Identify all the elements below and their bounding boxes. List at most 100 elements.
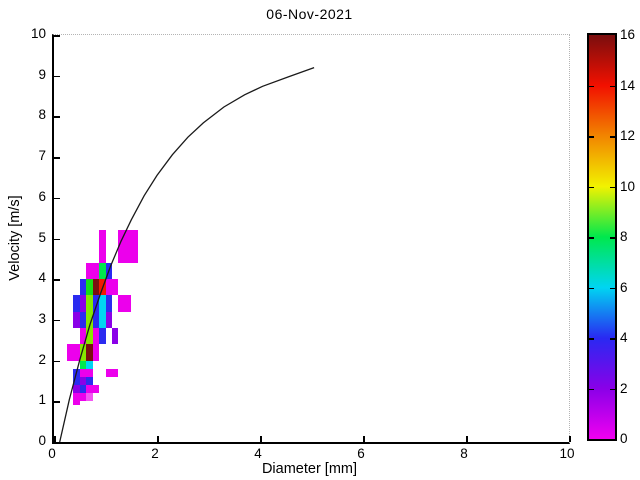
- heatmap-cell: [66, 344, 80, 361]
- heatmap-cell: [86, 376, 93, 385]
- y-tick-mark: [54, 35, 60, 37]
- x-tick-mark: [466, 436, 468, 442]
- colorbar-tick-label: 8: [620, 229, 628, 244]
- heatmap-cell: [86, 295, 93, 312]
- heatmap-cell: [73, 376, 80, 385]
- heatmap-cell: [86, 311, 93, 329]
- heatmap-cell: [73, 401, 80, 406]
- y-tick-label: 4: [38, 270, 46, 286]
- y-tick-mark: [54, 401, 60, 403]
- colorbar-tick-mark: [610, 338, 615, 340]
- x-tick-label: 4: [254, 446, 262, 461]
- heatmap-cell: [92, 295, 100, 312]
- heatmap-cell: [79, 376, 87, 385]
- heatmap-cell: [79, 328, 87, 345]
- colorbar-tick-label: 2: [620, 380, 628, 396]
- colorbar-tick-label: 10: [620, 178, 636, 194]
- heatmap-cell: [92, 279, 100, 296]
- colorbar-tick-label: 0: [620, 431, 628, 446]
- colorbar: [587, 33, 617, 441]
- x-tick-label: 2: [151, 446, 159, 461]
- heatmap-cell: [99, 311, 106, 329]
- colorbar-tick-mark: [610, 136, 615, 138]
- colorbar-tick-label: 14: [620, 77, 636, 93]
- y-tick-mark: [54, 238, 60, 240]
- colorbar-tick-mark: [610, 237, 615, 239]
- x-tick-mark: [157, 436, 159, 442]
- x-tick-mark: [260, 436, 262, 442]
- y-tick-label: 0: [38, 433, 46, 448]
- heatmap-cell: [73, 295, 80, 312]
- colorbar-tick-mark: [610, 388, 615, 390]
- plot-area: [52, 34, 571, 444]
- curve-line: [59, 66, 315, 443]
- heatmap-cell: [105, 279, 119, 296]
- heatmap-cell: [105, 295, 112, 312]
- y-tick-mark: [54, 157, 60, 159]
- heatmap-cell: [105, 368, 119, 377]
- heatmap-cell: [92, 311, 100, 329]
- colorbar-tick-mark: [610, 85, 615, 87]
- terminal-velocity-curve: [59, 66, 315, 443]
- colorbar-tick-mark: [589, 136, 594, 138]
- colorbar-tick-mark: [589, 186, 594, 188]
- heatmap-cell: [99, 295, 106, 312]
- y-tick-label: 1: [38, 392, 46, 408]
- heatmap-cell: [79, 385, 87, 394]
- heatmap-cell: [79, 311, 87, 329]
- heatmap-cell: [99, 230, 106, 263]
- x-tick-label: 6: [357, 446, 365, 461]
- x-tick-label: 0: [48, 446, 56, 461]
- colorbar-tick-mark: [589, 237, 594, 239]
- heatmap-cell: [86, 279, 93, 296]
- y-tick-label: 8: [38, 107, 46, 123]
- heatmap-cell: [79, 360, 87, 369]
- colorbar-tick-label: 16: [620, 27, 636, 42]
- x-tick-mark: [569, 436, 571, 442]
- y-tick-label: 5: [38, 229, 46, 245]
- y-tick-label: 7: [38, 148, 46, 164]
- heatmap-cell: [86, 262, 100, 280]
- heatmap-cell: [79, 368, 93, 377]
- colorbar-tick-label: 4: [620, 330, 628, 345]
- colorbar-tick-mark: [589, 85, 594, 87]
- y-tick-label: 3: [38, 310, 46, 326]
- x-tick-label: 10: [559, 446, 575, 461]
- y-tick-label: 9: [38, 66, 46, 82]
- colorbar-tick-mark: [589, 388, 594, 390]
- heatmap-cell: [79, 279, 87, 296]
- heatmap-cell: [73, 311, 80, 329]
- y-tick-mark: [54, 319, 60, 322]
- heatmap-cell: [79, 344, 87, 361]
- y-tick-mark: [54, 279, 60, 281]
- heatmap-cell: [86, 385, 100, 394]
- y-tick-mark: [54, 116, 60, 118]
- y-tick-mark: [54, 197, 60, 200]
- chart-title: 06-Nov-2021: [266, 6, 353, 22]
- x-tick-mark: [54, 436, 56, 442]
- heatmap-cell: [86, 393, 93, 402]
- x-tick-mark: [363, 436, 365, 442]
- colorbar-tick-mark: [610, 287, 615, 289]
- heatmap-cell: [118, 230, 138, 263]
- heatmap-cell: [79, 295, 87, 312]
- y-axis-label: Velocity [m/s]: [7, 195, 23, 281]
- colorbar-tick-mark: [610, 186, 615, 188]
- colorbar-tick-mark: [589, 338, 594, 340]
- colorbar-tick-label: 6: [620, 279, 628, 295]
- heatmap-cell: [86, 360, 93, 369]
- colorbar-tick-mark: [589, 287, 594, 289]
- heatmap-cell: [86, 344, 93, 361]
- y-tick-mark: [54, 75, 60, 78]
- heatmap-cell: [111, 328, 119, 345]
- colorbar-tick-label: 12: [620, 128, 636, 143]
- y-tick-label: 10: [30, 26, 46, 41]
- heatmap-cell: [86, 328, 93, 345]
- y-tick-mark: [54, 360, 60, 363]
- x-axis-label: Diameter [mm]: [261, 461, 358, 477]
- heatmap-cell: [92, 344, 100, 361]
- heatmap-cell: [99, 262, 106, 280]
- heatmap-cell: [118, 295, 132, 312]
- y-tick-mark: [54, 442, 60, 444]
